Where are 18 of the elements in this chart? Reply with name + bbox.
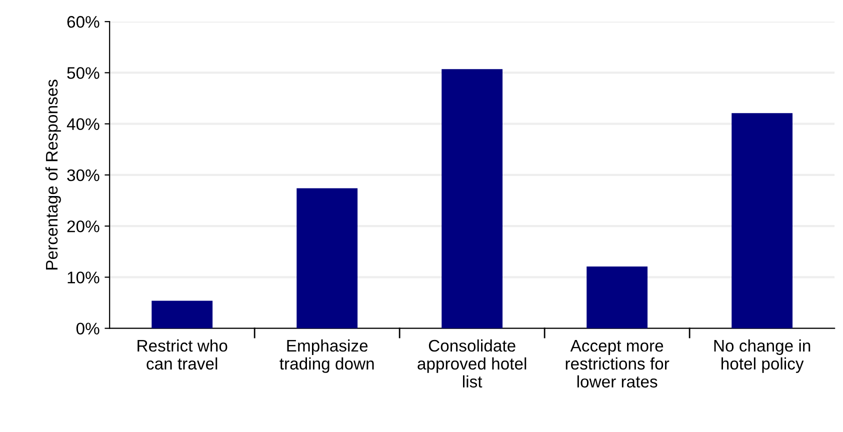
x-tick-label: Accept more restrictions for lower rates	[566, 340, 670, 388]
bar	[296, 188, 358, 328]
bar	[152, 300, 213, 328]
x-tick-label: Emphasize trading down	[280, 339, 374, 373]
y-tick-label: 30%	[67, 169, 100, 182]
y-tick-label: 60%	[67, 16, 100, 28]
y-tick-label: 50%	[67, 67, 100, 79]
y-tick-label: 40%	[66, 118, 100, 130]
bar	[732, 113, 793, 328]
x-tick-label: Restrict who can travel	[138, 339, 228, 370]
y-tick-label: 20%	[67, 220, 100, 232]
bar	[586, 266, 648, 328]
y-tick-label: 0%	[76, 322, 100, 335]
x-tick-label: No change in hotel policy	[714, 339, 810, 373]
y-axis-title: Percentage of Responses	[45, 80, 61, 270]
x-tick-label: Consolidate approved hotel list	[418, 339, 526, 388]
bar	[442, 69, 503, 328]
y-tick-label: 10%	[68, 272, 100, 284]
